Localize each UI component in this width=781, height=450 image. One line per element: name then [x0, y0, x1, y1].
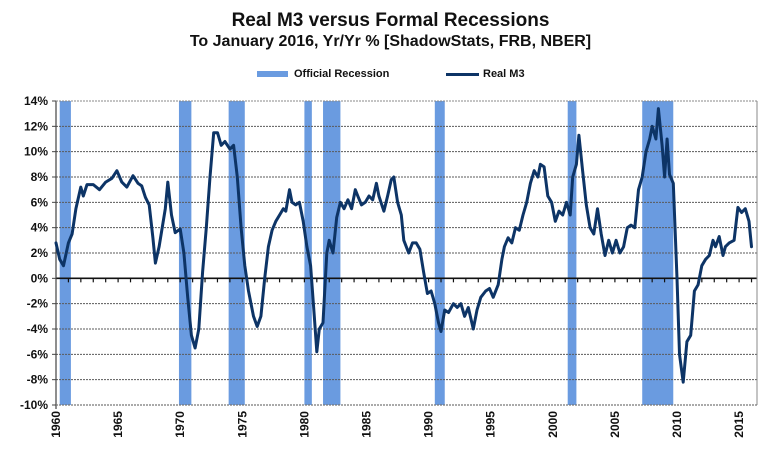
legend-swatch-real-m3: [446, 72, 479, 76]
plot-frame: [52, 100, 758, 409]
y-tick-label: 0%: [31, 271, 49, 285]
series-real-m3: [54, 107, 753, 384]
y-tick-label: -10%: [20, 398, 48, 412]
x-tick-label: 1980: [297, 411, 311, 438]
x-tick-label: 1995: [484, 411, 498, 438]
y-tick-label: 8%: [31, 170, 49, 184]
x-tick-label: 1990: [422, 411, 436, 438]
x-tick-label: 1965: [111, 411, 125, 438]
y-tick-label: 14%: [24, 94, 48, 108]
y-tick-label: -2%: [27, 297, 49, 311]
x-tick-label: 2010: [670, 411, 684, 438]
y-axis-ticks: -10% -8% -6% -4% -2% 0% 2% 4% 6% 8% 10% 12% 14%: [20, 94, 48, 412]
legend-item-real-m3: Real M3: [446, 68, 525, 80]
legend-label-recession: Official Recession: [294, 68, 390, 80]
y-tick-label: 2%: [31, 246, 49, 260]
y-tick-label: -4%: [27, 322, 49, 336]
x-tick-label: 2005: [608, 411, 622, 438]
series-line-real-m3: [54, 107, 753, 384]
x-axis-ticks: 1960 1965 1970 1975 1980 1985 1990 1995 2000 2005…: [49, 411, 746, 438]
y-tick-label: 4%: [31, 221, 49, 235]
x-tick-label: 2015: [732, 411, 746, 438]
y-tick-label: 12%: [24, 119, 48, 133]
x-tick-label: 1985: [360, 411, 374, 438]
y-tick-label: 10%: [24, 145, 48, 159]
x-tick-label: 2000: [546, 411, 560, 438]
x-tick-label: 1960: [49, 411, 63, 438]
x-tick-label: 1975: [235, 411, 249, 438]
x-tick-label: 1970: [173, 411, 187, 438]
y-tick-label: -6%: [27, 347, 49, 361]
legend-item-official-recession: Official Recession: [257, 68, 389, 80]
chart-title: Real M3 versus Formal Recessions: [231, 10, 550, 31]
y-tick-label: -8%: [27, 373, 49, 387]
zero-axis: [56, 277, 757, 283]
chart-subtitle: To January 2016, Yr/Yr % [ShadowStats, F…: [189, 33, 592, 50]
y-tick-label: 6%: [31, 195, 49, 209]
legend-swatch-recession: [257, 71, 288, 77]
recession-band: [434, 101, 445, 405]
legend-label-real-m3: Real M3: [483, 68, 525, 80]
